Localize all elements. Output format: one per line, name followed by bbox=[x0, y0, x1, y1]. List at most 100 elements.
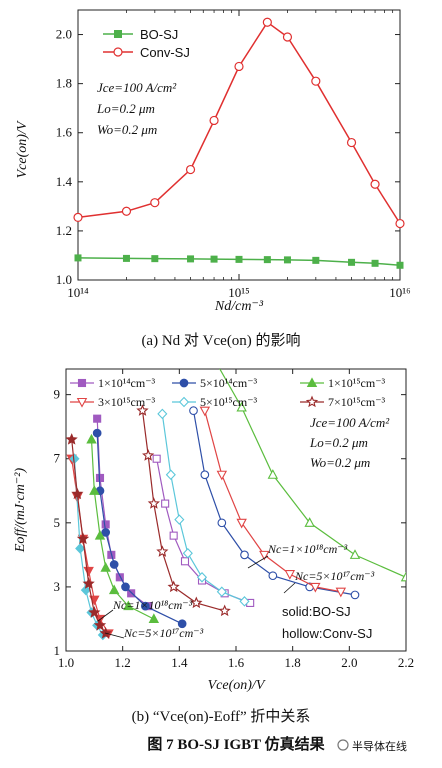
data-point-hollow-2 bbox=[349, 549, 361, 559]
data-point-conv-sj bbox=[209, 115, 219, 126]
data-point-solid-2 bbox=[86, 433, 97, 444]
chart-b-style-legend: solid:BO-SJ hollow:Conv-SJ bbox=[282, 604, 372, 641]
data-point-hollow-3 bbox=[335, 587, 347, 598]
x-tick-label: 1.2 bbox=[115, 655, 131, 670]
legend-label: 1×10¹⁵cm⁻³ bbox=[328, 376, 386, 390]
data-point-solid-0 bbox=[93, 414, 102, 423]
y-tick-label: 9 bbox=[54, 387, 61, 402]
data-point-hollow-4 bbox=[182, 547, 193, 559]
data-point-solid-1 bbox=[121, 582, 130, 592]
data-point-hollow-3 bbox=[216, 470, 228, 481]
data-point-conv-sj bbox=[311, 76, 321, 86]
data-point-bo-sj bbox=[371, 259, 379, 267]
nc-hollow-1e18: Nc=1×10¹⁸cm⁻³ bbox=[267, 542, 348, 556]
data-point-solid-0 bbox=[101, 520, 110, 529]
data-point-bo-sj bbox=[187, 255, 195, 263]
y-tick-label: 1.6 bbox=[56, 125, 73, 140]
x-tick-label: 2.2 bbox=[398, 655, 414, 670]
data-point-bo-sj bbox=[122, 254, 130, 262]
data-point-solid-2 bbox=[108, 584, 120, 595]
data-point-solid-0 bbox=[115, 573, 124, 582]
y-tick-label: 5 bbox=[54, 515, 61, 530]
data-point-hollow-4 bbox=[216, 586, 227, 598]
chart-a-plot bbox=[73, 17, 405, 269]
data-point-bo-sj bbox=[263, 256, 271, 264]
data-point-bo-sj bbox=[74, 254, 82, 262]
watermark-text: 半导体在线 bbox=[352, 739, 407, 753]
y-tick-label: 1.4 bbox=[56, 174, 73, 189]
data-point-hollow-4 bbox=[174, 514, 185, 525]
annotation-jce: Jce=100 A/cm² bbox=[97, 80, 177, 95]
data-point-hollow-2 bbox=[267, 469, 279, 479]
data-point-hollow-5 bbox=[218, 604, 231, 617]
y-tick-label: 1.8 bbox=[56, 76, 72, 91]
figure-caption: 图 7 BO-SJ IGBT 仿真结果 bbox=[147, 735, 325, 753]
series-line-hollow-4 bbox=[161, 413, 245, 602]
data-point-bo-sj bbox=[312, 256, 320, 264]
data-point-conv-sj bbox=[282, 32, 293, 42]
legend-marker bbox=[305, 395, 319, 408]
chart-b-nc-annotations: Nc=1×10¹⁸cm⁻³ Nc=5×10¹⁷cm⁻³ Nc=1×10¹⁸cm⁻… bbox=[97, 542, 375, 640]
data-point-solid-5 bbox=[82, 577, 95, 589]
series-line-solid-2 bbox=[90, 439, 155, 620]
data-point-solid-5 bbox=[93, 618, 107, 631]
data-point-hollow-1 bbox=[200, 470, 210, 480]
data-point-conv-sj bbox=[121, 206, 132, 216]
chart-b: 1 3 5 7 9 1.0 1.2 1.4 1.6 1.8 2.0 2.2 1×10¹⁴cm⁻³ 5×1… bbox=[13, 368, 414, 753]
series-line-hollow-2 bbox=[219, 369, 406, 578]
data-point-solid-1 bbox=[140, 601, 150, 611]
data-point-hollow-5 bbox=[147, 497, 160, 509]
data-point-solid-4 bbox=[80, 584, 91, 596]
chart-b-ticks: 1 3 5 7 9 1.0 1.2 1.4 1.6 1.8 2.0 2.2 bbox=[54, 369, 414, 670]
chart-a-ticks: 1.0 1.2 1.4 1.6 1.8 2.0 10¹⁴ 10¹⁵ 10¹⁶ bbox=[56, 10, 411, 300]
data-point-solid-3 bbox=[83, 566, 94, 577]
data-point-hollow-3 bbox=[259, 550, 270, 561]
data-point-bo-sj bbox=[235, 255, 243, 263]
data-point-hollow-3 bbox=[199, 406, 211, 417]
chart-a-xlabel: Nd/cm⁻³ bbox=[214, 299, 264, 314]
legend-marker bbox=[178, 396, 190, 408]
data-point-solid-4 bbox=[75, 543, 86, 554]
data-point-bo-sj bbox=[283, 256, 291, 264]
data-point-solid-5 bbox=[88, 606, 101, 618]
data-point-solid-5 bbox=[66, 433, 78, 445]
chart-a-legend: BO-SJ Conv-SJ bbox=[103, 27, 190, 60]
x-tick-label: 10¹⁵ bbox=[228, 285, 249, 300]
condition-wo: Wo=0.2 μm bbox=[310, 455, 370, 470]
x-tick-label: 1.6 bbox=[228, 655, 245, 670]
legend-marker bbox=[179, 378, 189, 388]
legend-label-conv-sj: Conv-SJ bbox=[140, 45, 190, 60]
data-point-solid-5 bbox=[71, 487, 84, 500]
data-point-hollow-0 bbox=[152, 454, 161, 463]
chart-b-ylabel: Eoff/(mJ·cm⁻²) bbox=[13, 468, 28, 554]
data-point-solid-2 bbox=[89, 485, 100, 495]
legend-marker bbox=[76, 397, 88, 408]
data-point-solid-0 bbox=[127, 589, 136, 598]
data-point-hollow-1 bbox=[268, 571, 278, 581]
data-point-hollow-2 bbox=[236, 401, 247, 412]
y-tick-label: 7 bbox=[54, 451, 61, 466]
data-point-solid-1 bbox=[92, 428, 102, 438]
chart-a-caption: (a) Nd 对 Vce(on) 的影响 bbox=[141, 332, 300, 349]
data-point-hollow-3 bbox=[284, 570, 296, 580]
legend-label: 7×10¹⁵cm⁻³ bbox=[328, 395, 386, 409]
legend-label: 3×10¹⁵cm⁻³ bbox=[98, 395, 156, 409]
chart-b-legend: 1×10¹⁴cm⁻³ 5×10¹⁴cm⁻³ 1×10¹⁵cm⁻³ 3×10¹⁵cm⁻³… bbox=[70, 376, 386, 409]
chart-b-xlabel: Vce(on)/V bbox=[208, 678, 266, 693]
data-point-solid-1 bbox=[101, 528, 111, 537]
data-point-solid-2 bbox=[123, 600, 134, 611]
data-point-hollow-1 bbox=[217, 518, 227, 528]
condition-lo: Lo=0.2 μm bbox=[309, 435, 368, 450]
x-tick-label: 1.0 bbox=[58, 655, 74, 670]
data-point-hollow-5 bbox=[136, 404, 149, 416]
data-point-hollow-1 bbox=[350, 590, 360, 600]
chart-b-caption: (b) “Vce(on)-Eoff” 折中关系 bbox=[132, 708, 311, 725]
y-tick-label: 3 bbox=[54, 579, 61, 594]
legend-label: 1×10¹⁴cm⁻³ bbox=[98, 376, 156, 390]
style-hollow-label: hollow:Conv-SJ bbox=[282, 626, 372, 641]
data-point-solid-1 bbox=[109, 560, 119, 569]
data-point-conv-sj bbox=[150, 198, 160, 208]
legend-label-bo-sj: BO-SJ bbox=[140, 27, 178, 42]
data-point-hollow-5 bbox=[190, 596, 203, 609]
data-point-hollow-5 bbox=[167, 580, 180, 593]
